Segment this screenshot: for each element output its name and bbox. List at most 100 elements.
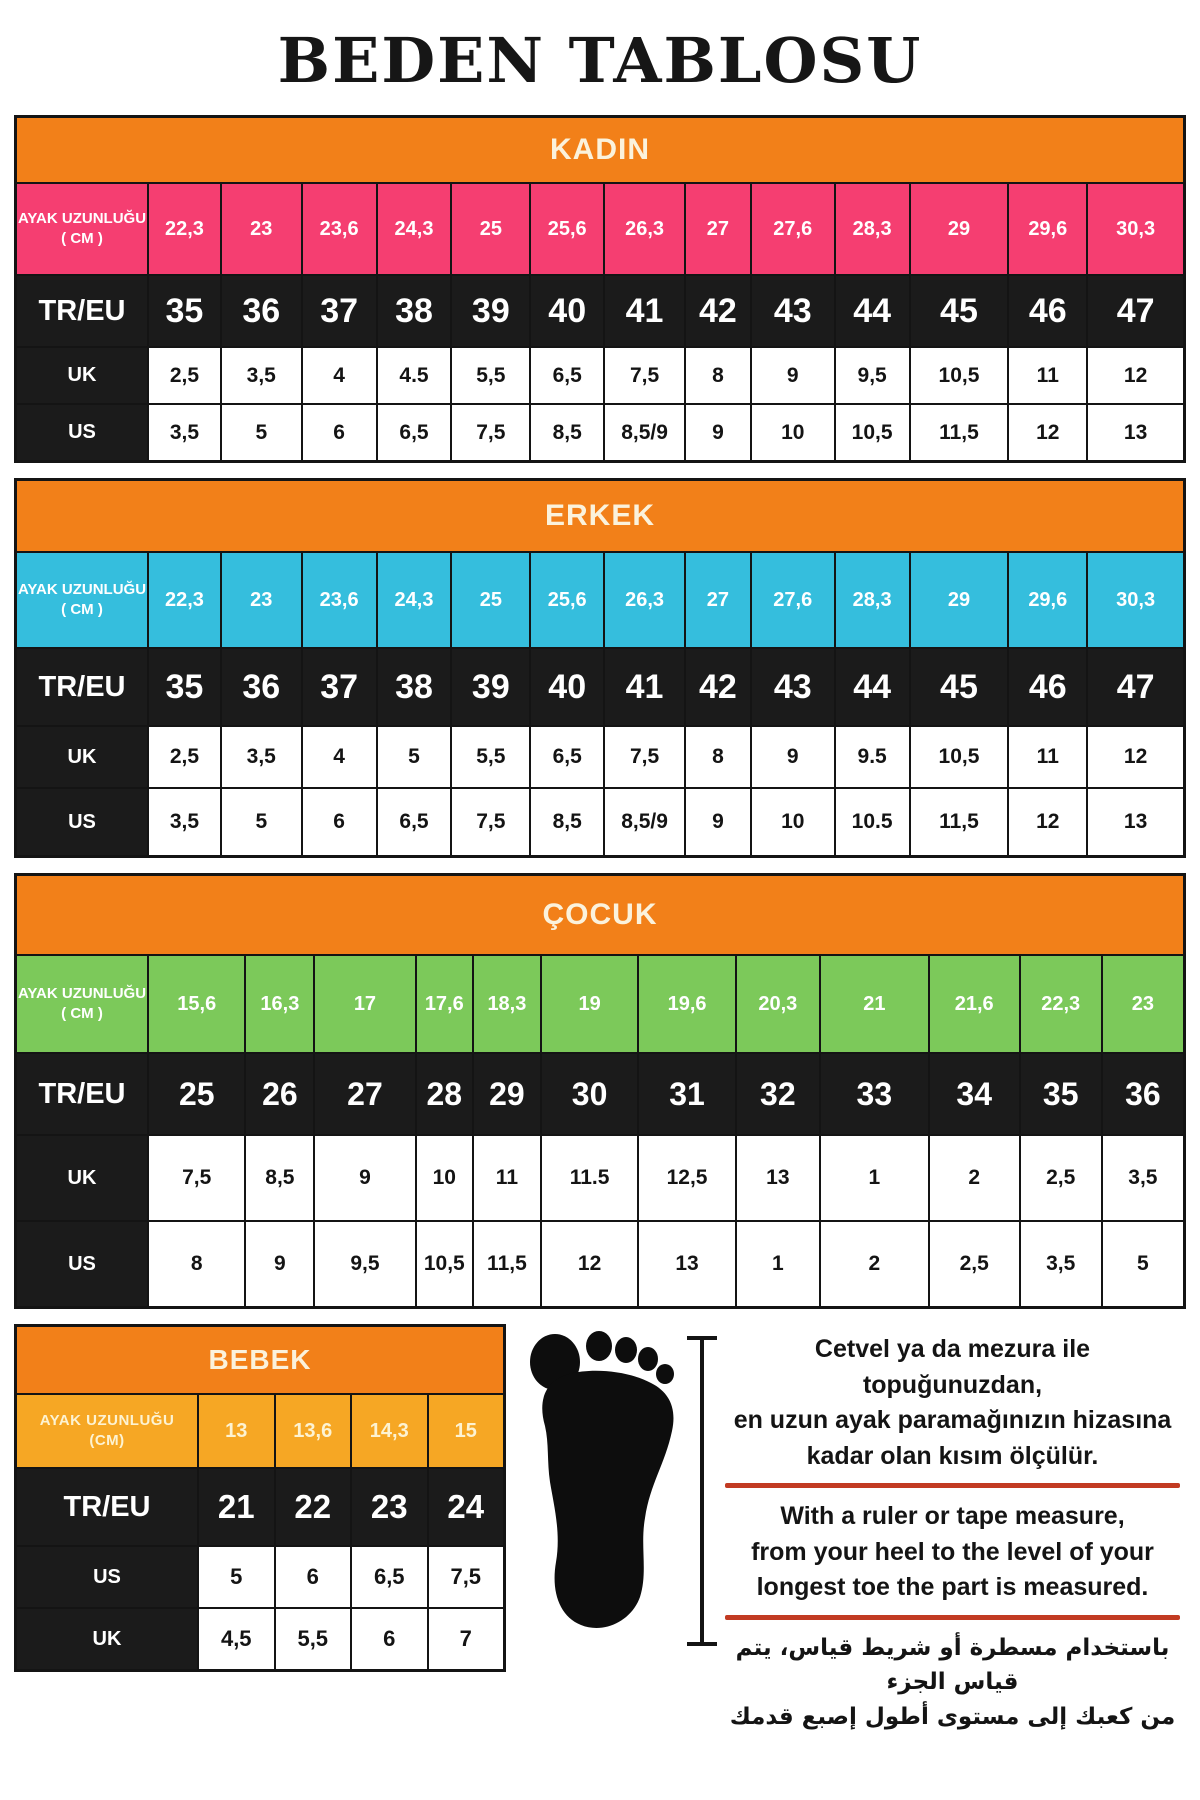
erkek-us-row: US 3,5 5 6 6,5 7,5 8,5 8,5/9 9 10 10.5 11,5 12 13: [17, 787, 1183, 855]
uk-values: 2,5 3,5 4 4.5 5,5 6,5 7,5 8 9 9,5 10,5 11 12: [147, 348, 1183, 403]
foot-length-value-cell: 29: [908, 184, 1008, 274]
us-size-cell: 8,5/9: [603, 405, 684, 460]
tr-eu-label: TR/EU: [63, 1490, 151, 1523]
uk-size-cell: 4: [300, 348, 376, 403]
tr-eu-size-cell: 35: [147, 276, 220, 346]
tr-eu-size-cell: 45: [908, 649, 1008, 725]
us-values: 3,5 5 6 6,5 7,5 8,5 8,5/9 9 10 10.5 11,5 12 13: [147, 789, 1183, 855]
foot-length-value-cell: 26,3: [603, 184, 684, 274]
foot-length-label-text: AYAK UZUNLUĞU: [17, 209, 147, 227]
uk-size-cell: 2,5: [1018, 1136, 1101, 1220]
us-size-cell: 5: [219, 405, 301, 460]
us-size-cell: 7,5: [450, 789, 529, 855]
tr-eu-size-cell: 42: [683, 649, 750, 725]
uk-size-cell: 9: [313, 1136, 414, 1220]
foot-length-value-cell: 16,3: [244, 956, 313, 1052]
us-size-cell: 13: [1086, 405, 1183, 460]
tr-eu-size-cell: 36: [219, 649, 301, 725]
kadin-us-row: US 3,5 5 6 6,5 7,5 8,5 8,5/9 9 10 10,5 11,5 12 13: [17, 403, 1183, 460]
tr-eu-values: 35 36 37 38 39 40 41 42 43 44 45 46 47: [147, 649, 1183, 725]
uk-size-cell: 10,5: [908, 348, 1008, 403]
foot-length-value-cell: 25: [450, 184, 529, 274]
kadin-uk-row: UK 2,5 3,5 4 4.5 5,5 6,5 7,5 8 9 9,5 10,5 11 12: [17, 346, 1183, 403]
instruction-turkish-line: en uzun ayak paramağınızın hizasına: [733, 1406, 1172, 1434]
us-size-cell: 6: [300, 405, 376, 460]
foot-length-label: AYAK UZUNLUĞU ( CM ): [17, 184, 147, 274]
foot-length-value-cell: 23: [1100, 956, 1183, 1052]
measuring-instructions: Cetvel ya da mezura ile topuğunuzdan, en…: [721, 1324, 1186, 1734]
foot-length-value-cell: 15,6: [147, 956, 244, 1052]
uk-size-cell: 4,5: [197, 1609, 274, 1669]
uk-size-cell: 6,5: [529, 727, 603, 787]
uk-size-cell: 7,5: [603, 348, 684, 403]
tr-eu-size-cell: 45: [908, 276, 1008, 346]
us-size-cell: 11,5: [471, 1222, 540, 1306]
tr-eu-size-cell: 44: [833, 649, 909, 725]
foot-length-label: AYAK UZUNLUĞU (CM): [17, 1395, 197, 1467]
us-size-cell: 12: [1007, 789, 1086, 855]
us-size-cell: 12: [539, 1222, 637, 1306]
cocuk-foot-length-row: AYAK UZUNLUĞU ( CM ) 15,6 16,3 17 17,6 18,3 1…: [17, 954, 1183, 1052]
tr-eu-size-cell: 21: [197, 1469, 274, 1545]
foot-length-value-cell: 20,3: [734, 956, 819, 1052]
tr-eu-size-cell: 35: [1018, 1054, 1101, 1134]
tr-eu-size-cell: 23: [350, 1469, 427, 1545]
foot-length-value-cell: 19,6: [637, 956, 734, 1052]
uk-size-cell: 11: [471, 1136, 540, 1220]
foot-length-values: 13 13,6 14,3 15: [197, 1395, 503, 1467]
uk-size-cell: 10: [414, 1136, 472, 1220]
foot-length-value-cell: 23: [219, 184, 301, 274]
uk-size-cell: 8,5: [244, 1136, 313, 1220]
uk-label: UK: [17, 1609, 197, 1669]
tr-eu-size-cell: 38: [375, 649, 451, 725]
uk-size-cell: 5: [375, 727, 451, 787]
us-label: US: [17, 789, 147, 855]
tr-eu-size-cell: 31: [637, 1054, 734, 1134]
foot-length-value-cell: 28,3: [833, 184, 909, 274]
us-size-cell: 11,5: [908, 789, 1008, 855]
kadin-size-table: KADIN AYAK UZUNLUĞU ( CM ) 22,3 23 23,6 24,…: [14, 115, 1186, 463]
uk-size-cell: 6: [350, 1609, 427, 1669]
us-size-cell: 10,5: [833, 405, 909, 460]
foot-length-value-cell: 15: [426, 1395, 504, 1467]
uk-size-cell: 12: [1086, 727, 1183, 787]
red-divider: [725, 1614, 1180, 1620]
tr-eu-size-cell: 41: [603, 649, 684, 725]
tr-eu-size-cell: 43: [749, 649, 834, 725]
us-size-cell: 6,5: [375, 789, 451, 855]
instruction-turkish-line: kadar olan kısım ölçülür.: [806, 1441, 1099, 1470]
us-size-cell: 3,5: [147, 405, 220, 460]
foot-length-value-cell: 27,6: [749, 553, 834, 647]
tr-eu-size-cell: 46: [1007, 276, 1086, 346]
foot-length-unit-text: ( CM ): [61, 230, 103, 247]
foot-length-value-cell: 22,3: [1018, 956, 1101, 1052]
tr-eu-size-cell: 34: [927, 1054, 1019, 1134]
foot-length-values: 22,3 23 23,6 24,3 25 25,6 26,3 27 27,6 28,3 29 29,6…: [147, 184, 1183, 274]
us-size-cell: 1: [734, 1222, 819, 1306]
uk-size-cell: 1: [818, 1136, 928, 1220]
us-size-cell: 7,5: [426, 1547, 504, 1607]
us-size-cell: 13: [1086, 789, 1183, 855]
uk-size-cell: 2,5: [147, 727, 220, 787]
bebek-table-title: BEBEK: [17, 1327, 503, 1393]
tr-eu-size-cell: 36: [1100, 1054, 1183, 1134]
foot-length-value-cell: 24,3: [375, 553, 451, 647]
us-size-cell: 3,5: [1018, 1222, 1101, 1306]
uk-size-cell: 8: [683, 348, 750, 403]
tr-eu-size-cell: 35: [147, 649, 220, 725]
us-size-cell: 3,5: [147, 789, 220, 855]
foot-length-values: 15,6 16,3 17 17,6 18,3 19 19,6 20,3 21 21,6 22,3 23: [147, 956, 1183, 1052]
uk-size-cell: 6,5: [529, 348, 603, 403]
foot-length-label: AYAK UZUNLUĞU ( CM ): [17, 956, 147, 1052]
foot-length-unit-text: ( CM ): [61, 1005, 103, 1022]
foot-length-label-text: AYAK UZUNLUĞU: [39, 1411, 175, 1429]
uk-size-cell: 5,5: [450, 727, 529, 787]
erkek-table-title: ERKEK: [17, 481, 1183, 551]
uk-size-cell: 5,5: [273, 1609, 351, 1669]
foot-length-value-cell: 23: [219, 553, 301, 647]
kadin-foot-length-row: AYAK UZUNLUĞU ( CM ) 22,3 23 23,6 24,3 25 25,…: [17, 182, 1183, 274]
uk-size-cell: 4.5: [375, 348, 451, 403]
tr-eu-size-cell: 36: [219, 276, 301, 346]
bebek-size-table: BEBEK AYAK UZUNLUĞU (CM) 13 13,6 14,3 15 TR…: [14, 1324, 506, 1672]
bebek-uk-row: UK 4,5 5,5 6 7: [17, 1607, 503, 1669]
